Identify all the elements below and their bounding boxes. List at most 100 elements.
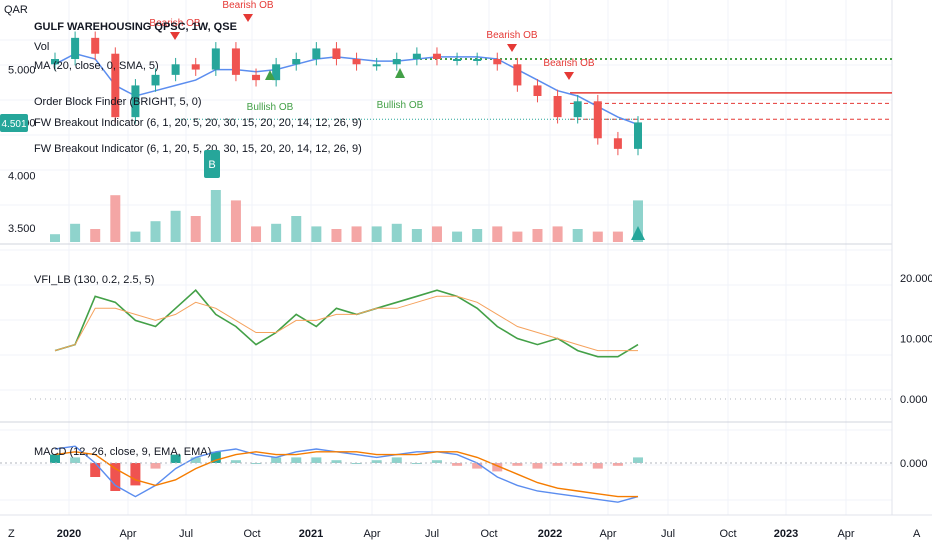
time-tick-label: 2022 [538, 528, 562, 540]
bullish-ob-label: Bullish OB [377, 100, 424, 111]
volume-bar [592, 231, 603, 242]
macd-histogram-bar [170, 454, 181, 463]
candle-body [453, 59, 462, 61]
grid [0, 0, 892, 515]
macd-histogram-bar [311, 457, 322, 463]
macd-histogram-bar [331, 460, 342, 463]
vfi-tick-label: 10.000 [900, 334, 932, 346]
breakout-arrow [631, 226, 645, 240]
macd-histogram-bar [210, 451, 221, 463]
volume-bar [431, 226, 442, 242]
candle-body [352, 59, 361, 65]
time-axis[interactable]: 2020 Apr Jul Oct 2021 Apr Jul Oct 2022 Apr Jul Oct 2… [57, 528, 855, 540]
candle-body [131, 85, 140, 118]
volume-bar [130, 231, 141, 242]
candle-body [513, 64, 522, 86]
macd-histogram-bar [371, 460, 382, 463]
bearish-ob-label: Bearish OB [543, 58, 594, 69]
last-price-badge [0, 114, 28, 132]
volume-bar [492, 226, 503, 242]
price-tick-label: 3.500 [8, 223, 36, 235]
time-tick-label: Apr [837, 528, 854, 540]
candle-body [593, 101, 602, 139]
legend-fw-breakout-2[interactable]: FW Breakout Indicator (6, 1, 20, 5, 20, … [34, 143, 362, 155]
candle-body [473, 59, 482, 61]
bearish-ob-arrow [170, 32, 180, 40]
last-price-label: 4.501 [1, 119, 26, 130]
buy-marker-label: B [208, 159, 215, 171]
legend-volume[interactable]: Vol [34, 41, 49, 53]
macd-histogram-bar [572, 463, 583, 466]
macd-histogram-bar [130, 463, 141, 486]
macd-tick-label: 0.000 [900, 458, 928, 470]
volume-bar [90, 229, 101, 242]
bullish-ob-arrow [265, 70, 275, 80]
volume-bar [532, 229, 543, 242]
time-tick-label: 2020 [57, 528, 81, 540]
volume-bar [612, 231, 623, 242]
price-tick-label: 4.000 [8, 170, 36, 182]
volume-bar [472, 229, 483, 242]
buy-marker-badge [204, 150, 220, 178]
candle-body [211, 48, 220, 70]
candle-body [252, 74, 261, 81]
candle-body [493, 59, 502, 65]
macd-histogram-bar [472, 463, 483, 469]
macd-histogram-bar [110, 463, 121, 491]
macd-histogram-bar [291, 457, 302, 463]
candle-body [392, 59, 401, 65]
candles [51, 31, 642, 156]
volume-bar [110, 195, 121, 242]
volume-bar [210, 190, 221, 242]
vfi-title[interactable]: VFI_LB (130, 0.2, 2.5, 5) [34, 274, 154, 286]
candle-body [51, 59, 59, 65]
candle-body [292, 59, 301, 65]
bearish-ob-arrow [243, 14, 253, 22]
time-tick-label: 2023 [774, 528, 798, 540]
symbol-title[interactable]: GULF WAREHOUSING QPSC, 1W, QSE [34, 21, 237, 33]
volume-bar [190, 216, 201, 242]
macd-histogram-bar [431, 460, 442, 463]
macd-title[interactable]: MACD (12, 26, close, 9, EMA, EMA) [34, 446, 211, 458]
volume-bar [552, 226, 563, 242]
time-tick-label: Apr [599, 528, 616, 540]
candle-body [111, 53, 120, 118]
volume-bar [150, 221, 161, 242]
volume-bar [291, 216, 302, 242]
macd-histogram-bar [150, 463, 161, 469]
legend-fw-breakout-1[interactable]: FW Breakout Indicator (6, 1, 20, 5, 20, … [34, 117, 362, 129]
macd-histogram-bar [633, 457, 643, 463]
volume-bar [271, 223, 282, 242]
macd-histogram-bar [50, 454, 60, 463]
bullish-ob-arrow [395, 68, 405, 78]
macd-histogram-bar [552, 463, 563, 466]
candle-body [272, 64, 281, 81]
volume-bar [512, 231, 523, 242]
time-tick-label: Jul [661, 528, 675, 540]
bearish-ob-label: Bearish OB [222, 0, 273, 11]
legend-order-block[interactable]: Order Block Finder (BRIGHT, 5, 0) [34, 96, 202, 108]
vfi-line [54, 289, 639, 358]
time-tick-label: 2021 [299, 528, 323, 540]
volume-bar [50, 234, 60, 242]
macd-pane [0, 445, 892, 503]
candle-body [573, 101, 582, 118]
bearish-ob-arrow [507, 44, 517, 52]
nav-right[interactable]: A [913, 528, 921, 540]
volume-bar [391, 223, 402, 242]
macd-histogram-bar [391, 457, 402, 463]
macd-histogram-bar [452, 463, 463, 466]
candle-body [91, 37, 100, 54]
volume-bar [331, 229, 342, 242]
macd-line [54, 445, 639, 503]
time-tick-label: Jul [425, 528, 439, 540]
macd-histogram-bar [592, 463, 603, 469]
time-tick-label: Apr [119, 528, 136, 540]
candle-body [71, 37, 80, 59]
volume-bar [371, 226, 382, 242]
currency-label: QAR [4, 4, 28, 16]
nav-left[interactable]: Z [8, 528, 15, 540]
legend-ma[interactable]: MA (20, close, 0, SMA, 5) [34, 60, 159, 72]
